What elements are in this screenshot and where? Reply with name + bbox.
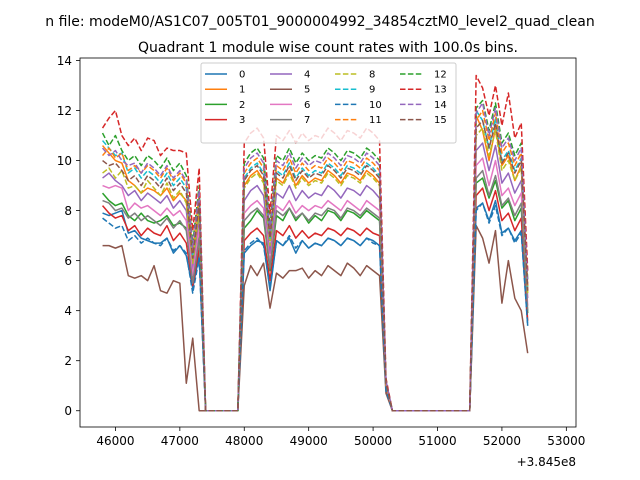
x-tick-label: 48000 <box>225 434 263 448</box>
y-axis: 0 2 4 6 8 10 12 14 <box>57 54 80 418</box>
y-tick-label: 12 <box>57 104 72 118</box>
x-tick-label: 51000 <box>418 434 456 448</box>
series-line-12 <box>101 99 529 412</box>
legend-label-1: 1 <box>239 85 245 96</box>
legend-label-10: 10 <box>369 100 382 111</box>
series-line-3 <box>101 187 529 412</box>
y-tick-label: 4 <box>64 304 72 318</box>
legend-label-8: 8 <box>369 70 375 81</box>
legend-frame <box>200 62 457 144</box>
legend-label-5: 5 <box>304 85 310 96</box>
chart-suptitle: n file: modeM0/AS1C07_005T01_9000004992_… <box>45 14 594 30</box>
legend-label-0: 0 <box>239 70 245 81</box>
series-line-0 <box>102 199 529 412</box>
legend-label-6: 6 <box>304 100 310 111</box>
y-tick-label: 0 <box>64 404 72 418</box>
legend-label-9: 9 <box>369 85 375 96</box>
series-line-10 <box>102 202 529 412</box>
legend-label-15: 15 <box>434 115 447 126</box>
legend-label-4: 4 <box>304 70 310 81</box>
series-line-8 <box>102 127 529 412</box>
legend-label-12: 12 <box>434 70 447 81</box>
series-line-5 <box>102 224 529 412</box>
plot-frame <box>79 57 577 428</box>
x-tick-label: 53000 <box>547 434 585 448</box>
x-tick-label: 50000 <box>354 434 392 448</box>
y-tick-label: 10 <box>57 154 72 168</box>
legend-label-11: 11 <box>369 115 382 126</box>
legend-label-14: 14 <box>434 100 447 111</box>
series-line-7 <box>102 169 529 412</box>
chart-title: Quadrant 1 module wise count rates with … <box>138 40 518 56</box>
legend-label-3: 3 <box>239 115 245 126</box>
legend-label-2: 2 <box>239 100 245 111</box>
y-tick-label: 2 <box>64 354 72 368</box>
y-tick-label: 6 <box>64 254 72 268</box>
series-line-15 <box>102 119 529 412</box>
legend-label-13: 13 <box>434 85 447 96</box>
legend-label-7: 7 <box>304 115 310 126</box>
y-tick-label: 8 <box>64 204 72 218</box>
x-tick-label: 46000 <box>96 434 134 448</box>
x-tick-label: 47000 <box>161 434 199 448</box>
x-offset-label: +3.845e8 <box>517 455 576 469</box>
x-tick-label: 49000 <box>290 434 328 448</box>
x-tick-label: 52000 <box>483 434 521 448</box>
x-axis: 46000 47000 48000 49000 50000 51000 52000 53000 <box>96 427 585 448</box>
y-tick-label: 14 <box>57 54 72 68</box>
